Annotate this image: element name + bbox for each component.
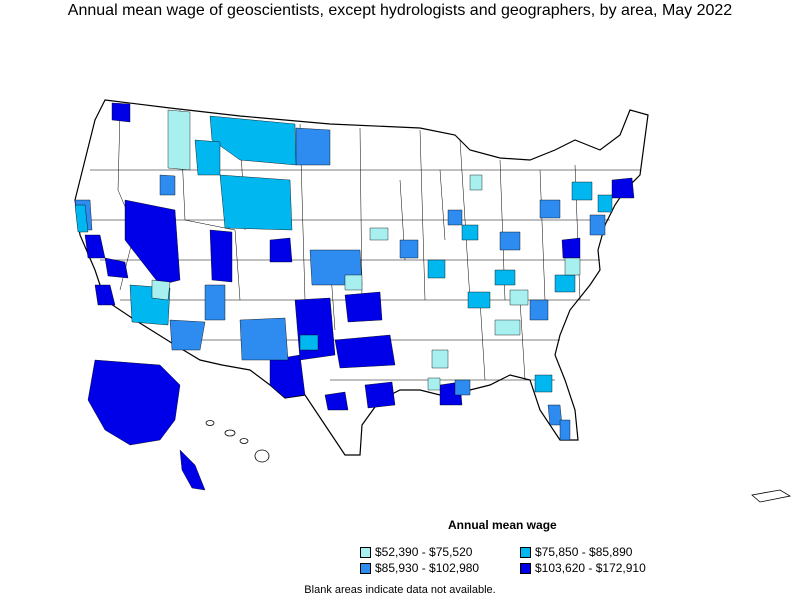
utah-area (209, 229, 233, 283)
tier4-areas (84, 102, 635, 491)
tier3-areas (74, 127, 606, 441)
idaho-east-area (194, 139, 221, 176)
alaska-panhandle (179, 449, 206, 491)
idaho-north-area (167, 109, 191, 171)
north-carolina-area (564, 257, 581, 276)
kentucky-east-area (509, 289, 529, 306)
california-central-area (104, 257, 129, 279)
new-jersey-area (589, 214, 606, 236)
legend-label: $52,390 - $75,520 (375, 545, 473, 559)
montana-west-area (209, 115, 297, 166)
louisiana-north-area (427, 377, 441, 391)
michigan-north-area (469, 174, 483, 191)
kentucky-area (467, 291, 491, 309)
arizona-area (169, 319, 206, 351)
colorado-area (269, 237, 293, 263)
texas-west-area (269, 354, 306, 399)
legend-label: $85,930 - $102,980 (375, 561, 480, 575)
nebraska-area (344, 274, 363, 291)
ohio-area (499, 231, 521, 251)
colorado-west-area (204, 284, 226, 321)
texas-east-area (334, 334, 396, 369)
michigan-area (461, 224, 479, 241)
maryland-dc-area (561, 237, 581, 259)
legend-label: $75,850 - $85,890 (535, 545, 633, 559)
mississippi-area (431, 349, 449, 369)
tier2-areas (74, 115, 613, 393)
wisconsin-area (447, 209, 463, 226)
montana-area (295, 127, 331, 166)
alabama-area (454, 379, 471, 396)
missouri-area (399, 239, 419, 259)
washington-area (111, 102, 131, 123)
illinois-area (427, 259, 446, 279)
puerto-rico (751, 489, 792, 503)
legend-item-tier4: $103,620 - $172,910 (520, 561, 646, 575)
new-mexico-area (239, 317, 289, 361)
legend-item-tier2: $75,850 - $85,890 (520, 545, 632, 559)
legend-swatch (360, 546, 371, 558)
legend-swatch (520, 562, 531, 574)
california-south-area (94, 284, 116, 306)
new-york-area (571, 181, 593, 201)
hawaii (205, 420, 270, 463)
georgia-area (529, 299, 549, 321)
new-england-area (597, 194, 613, 213)
map-title: Annual mean wage of geoscientists, excep… (67, 2, 733, 19)
alaska-main (87, 359, 181, 446)
california-coast-area (74, 204, 89, 233)
new-orleans-area (324, 391, 349, 411)
arizona-north-area (151, 279, 171, 301)
idaho-area (159, 174, 176, 196)
texas-central-area (294, 297, 336, 361)
texas-north-area (299, 334, 319, 351)
virginia-area (554, 274, 576, 293)
legend-label: $103,620 - $172,910 (535, 561, 646, 575)
pennsylvania-area (539, 199, 561, 219)
legend-swatch (360, 562, 371, 574)
south-carolina-area (534, 374, 553, 393)
massachusetts-area (611, 177, 635, 199)
iowa-area (369, 227, 389, 241)
legend-title: Annual mean wage (448, 518, 557, 532)
oklahoma-area (344, 291, 383, 323)
tier1-areas (151, 109, 581, 391)
houston-area (364, 381, 396, 409)
tennessee-area (494, 319, 521, 336)
indiana-area (494, 269, 516, 286)
wyoming-main-area (219, 174, 293, 231)
legend-swatch (520, 546, 531, 558)
legend-item-tier3: $85,930 - $102,980 (360, 561, 479, 575)
florida-south-area (559, 419, 571, 441)
legend-item-tier1: $52,390 - $75,520 (360, 545, 472, 559)
footnote: Blank areas indicate data not available. (304, 584, 496, 596)
